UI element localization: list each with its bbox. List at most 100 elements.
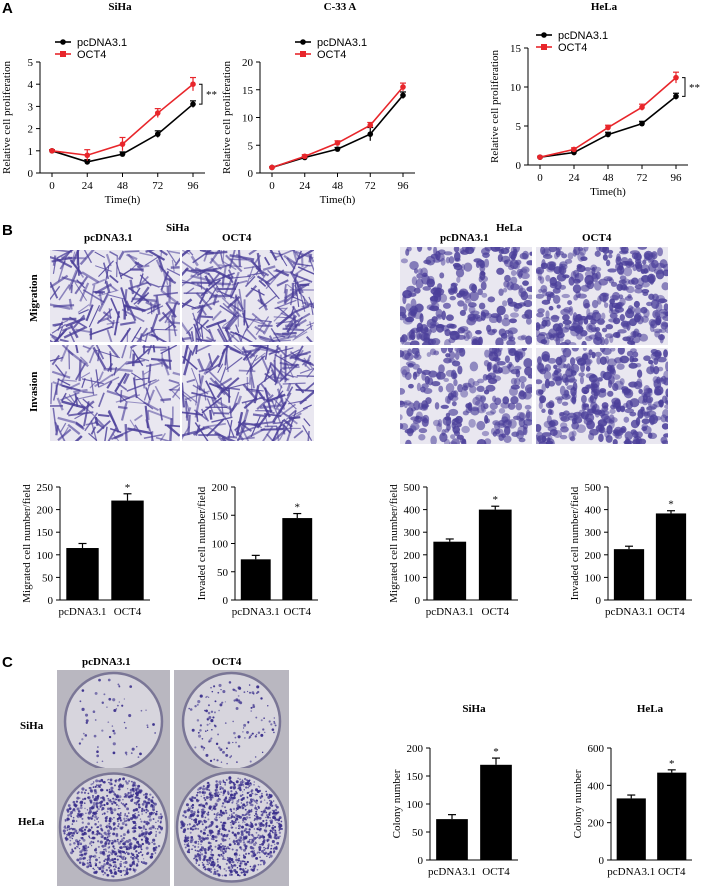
y-tick-label: 0 xyxy=(599,855,605,867)
y-tick-label: 20 xyxy=(242,57,254,69)
bar xyxy=(655,513,687,600)
y-tick-label: 0 xyxy=(248,168,254,180)
data-point xyxy=(154,110,161,116)
series-line-oct4 xyxy=(539,77,677,158)
y-tick-label: 100 xyxy=(585,572,602,584)
data-point xyxy=(84,152,91,159)
data-point xyxy=(49,148,55,154)
y-tick-label: 4 xyxy=(28,79,34,91)
chart-title: SiHa xyxy=(108,1,132,13)
legend-label: OCT4 xyxy=(558,42,587,54)
series-line-pcdna xyxy=(271,94,404,169)
chart-a2: C-33 A 0 5 10 15 20 Relative cell proliferatio… xyxy=(221,1,415,206)
y-tick-label: 5 xyxy=(248,140,254,152)
chart-a1: SiHa 0 1 2 3 4 5 Relative cell proliferation 0 24… xyxy=(1,1,217,206)
data-point xyxy=(400,92,406,99)
x-axis-label: Time(h) xyxy=(105,194,141,206)
legend-label: pcDNA3.1 xyxy=(558,30,608,42)
y-tick-label: 15 xyxy=(242,85,254,97)
y-axis-label: Colony number xyxy=(572,769,584,838)
y-tick-label: 400 xyxy=(588,780,605,792)
colony-plate-siha-oct4 xyxy=(174,670,289,773)
colony-row-hela: HeLa xyxy=(18,816,45,828)
y-tick-label: 10 xyxy=(510,82,522,94)
panel-label-b: B xyxy=(2,222,13,239)
y-tick-label: 0 xyxy=(596,595,602,607)
bar xyxy=(436,819,468,860)
chart-a3: HeLa 0 5 10 15 Relative cell proliferation 0 24… xyxy=(489,1,700,198)
micrograph-hela-mig-pcdna xyxy=(400,247,532,345)
data-point xyxy=(119,141,126,147)
micrograph-hela-inv-pcdna xyxy=(400,348,532,444)
x-tick-label: 96 xyxy=(671,172,683,184)
bar xyxy=(478,509,512,600)
legend-marker xyxy=(60,51,66,57)
y-tick-label: 1 xyxy=(28,146,34,158)
y-tick-label: 50 xyxy=(412,827,424,839)
x-tick-label: 96 xyxy=(188,180,200,192)
y-axis-label: Invaded cell number/field xyxy=(569,486,581,600)
x-tick-label: 24 xyxy=(569,172,581,184)
legend-label: pcDNA3.1 xyxy=(77,37,127,49)
significance-label: * xyxy=(493,494,499,506)
y-tick-label: 0 xyxy=(223,595,229,607)
chart-c2: HeLa 0 200 400 600 Colony number pcDNA3.1 * OCT4 xyxy=(572,703,692,878)
y-tick-label: 300 xyxy=(404,527,421,539)
y-tick-label: 0 xyxy=(415,595,421,607)
colony-col-pcdna: pcDNA3.1 xyxy=(82,656,131,668)
x-tick-label: OCT4 xyxy=(482,866,510,878)
x-tick-label: pcDNA3.1 xyxy=(605,606,653,618)
data-point xyxy=(639,104,645,111)
significance-label: ** xyxy=(206,89,217,101)
x-tick-label: 48 xyxy=(603,172,615,184)
y-tick-label: 0 xyxy=(516,160,522,172)
data-point xyxy=(334,140,341,146)
y-tick-label: 200 xyxy=(212,482,229,494)
significance-bracket xyxy=(199,83,203,105)
x-tick-label: 24 xyxy=(82,180,94,192)
x-tick-label: 0 xyxy=(49,180,55,192)
y-axis-label: Migrated cell number/field xyxy=(388,484,400,603)
micro-hela-col-pcdna: pcDNA3.1 xyxy=(440,232,489,244)
y-tick-label: 100 xyxy=(37,550,54,562)
bar xyxy=(111,500,144,600)
micrograph-hela-inv-oct4 xyxy=(536,348,668,444)
series-line-oct4 xyxy=(271,86,404,169)
legend-marker xyxy=(541,44,547,50)
y-axis-label: Relative cell proliferation xyxy=(489,50,501,164)
chart-c1: SiHa 0 50 100 150 200 Colony number pcDNA3.1 * OC… xyxy=(391,703,518,878)
data-point xyxy=(639,120,645,127)
x-tick-label: 72 xyxy=(637,172,648,184)
x-tick-label: pcDNA3.1 xyxy=(428,866,476,878)
panel-label-a: A xyxy=(2,0,13,17)
data-point xyxy=(190,81,196,87)
bar xyxy=(282,518,313,600)
y-tick-label: 300 xyxy=(585,527,602,539)
data-point xyxy=(400,84,406,90)
micro-siha-title: SiHa xyxy=(166,222,190,234)
y-tick-label: 5 xyxy=(28,57,34,69)
x-tick-label: pcDNA3.1 xyxy=(426,606,474,618)
chart-title: C-33 A xyxy=(324,1,357,13)
y-tick-label: 200 xyxy=(404,550,421,562)
colony-plate-hela-pcdna xyxy=(57,768,170,886)
y-tick-label: 150 xyxy=(407,771,424,783)
y-tick-label: 200 xyxy=(37,505,54,517)
significance-bracket xyxy=(682,77,686,97)
chart-title: HeLa xyxy=(591,1,618,13)
data-point xyxy=(334,146,341,152)
chart-b1: 0 50 100 150 200 250 Migrated cell number/fiel… xyxy=(21,482,150,618)
data-point xyxy=(571,146,577,153)
colony-col-oct4: OCT4 xyxy=(212,656,242,668)
x-tick-label: OCT4 xyxy=(658,866,686,878)
micrograph-siha-mig-oct4 xyxy=(182,250,314,342)
x-tick-label: OCT4 xyxy=(284,606,312,618)
x-tick-label: OCT4 xyxy=(114,606,142,618)
bar xyxy=(613,549,645,600)
y-tick-label: 150 xyxy=(37,527,54,539)
significance-label: * xyxy=(668,499,674,511)
y-tick-label: 100 xyxy=(404,572,421,584)
y-axis-label: Invaded cell number/field xyxy=(196,486,208,600)
y-tick-label: 0 xyxy=(28,168,34,180)
